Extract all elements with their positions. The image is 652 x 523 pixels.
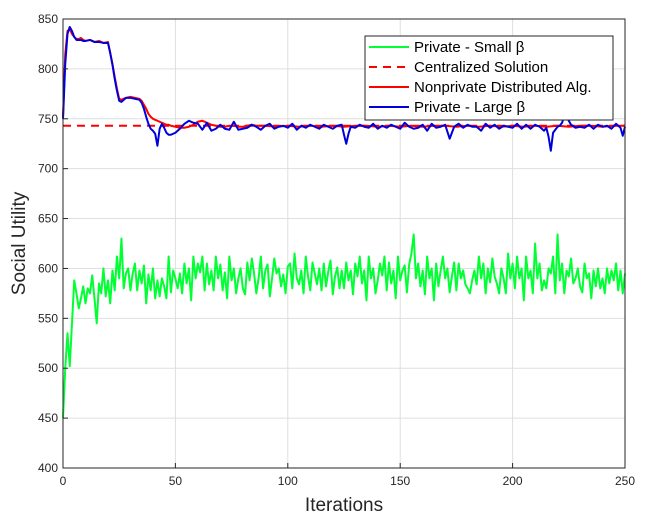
legend-label: Centralized Solution: [414, 59, 548, 76]
y-axis-title: Social Utility: [9, 191, 30, 295]
y-tick-label: 850: [38, 12, 58, 26]
x-tick-label: 250: [615, 474, 635, 488]
series-line-0: [62, 233, 626, 419]
y-tick-label: 800: [38, 62, 58, 76]
tick-marks: [62, 18, 626, 469]
x-tick-label: 0: [60, 474, 67, 488]
x-tick-label: 100: [278, 474, 298, 488]
x-tick-label: 200: [503, 474, 523, 488]
y-tick-label: 650: [38, 212, 58, 226]
x-tick-label: 150: [390, 474, 410, 488]
y-tick-label: 750: [38, 112, 58, 126]
legend-label: Nonprivate Distributed Alg.: [414, 79, 592, 96]
series-line-3: [62, 25, 626, 152]
y-tick-label: 500: [38, 361, 58, 375]
series-lines: [62, 25, 626, 419]
y-tick-label: 450: [38, 411, 58, 425]
tick-labels: 0 50 100 150 200 250 400 450 500 550 600 650 700 750 8…: [38, 12, 635, 488]
y-tick-label: 600: [38, 261, 58, 275]
axes-box: [62, 18, 626, 469]
legend-label: Private - Large β: [414, 99, 526, 116]
grid: [62, 18, 626, 469]
x-axis-title: Iterations: [305, 495, 383, 516]
legend: Private - Small β Centralized Solution Non…: [364, 35, 614, 121]
y-tick-label: 700: [38, 162, 58, 176]
y-tick-label: 550: [38, 311, 58, 325]
legend-label: Private - Small β: [414, 39, 525, 56]
y-tick-label: 400: [38, 461, 58, 475]
x-tick-label: 50: [169, 474, 183, 488]
